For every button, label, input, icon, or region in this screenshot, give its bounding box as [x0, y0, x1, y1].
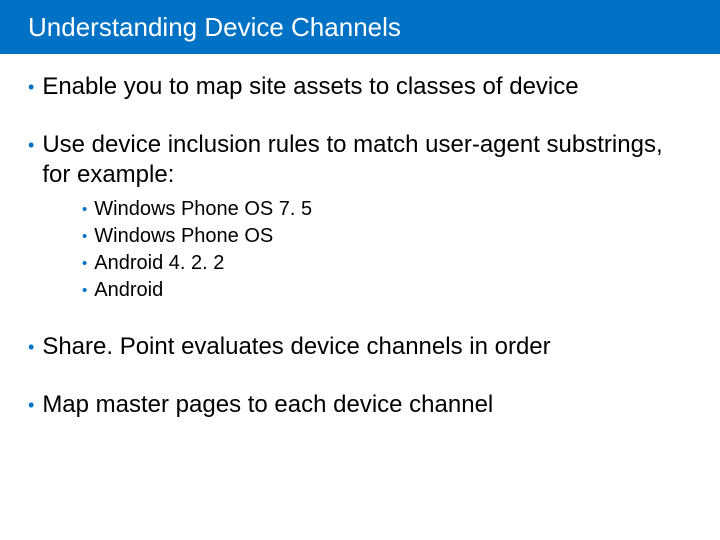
- slide-title: Understanding Device Channels: [28, 12, 401, 43]
- bullet-dot-icon: •: [28, 390, 34, 420]
- bullet-item: • Share. Point evaluates device channels…: [28, 332, 692, 362]
- bullet-item: • Use device inclusion rules to match us…: [28, 130, 692, 190]
- bullet-dot-icon: •: [82, 196, 87, 223]
- sub-bullet-item: • Android: [82, 277, 692, 304]
- sub-bullet-text: Windows Phone OS: [94, 223, 273, 250]
- bullet-dot-icon: •: [82, 223, 87, 250]
- sub-bullet-item: • Windows Phone OS: [82, 223, 692, 250]
- bullet-dot-icon: •: [28, 72, 34, 102]
- title-bar: Understanding Device Channels: [0, 0, 720, 54]
- sub-bullet-item: • Android 4. 2. 2: [82, 250, 692, 277]
- bullet-text: Use device inclusion rules to match user…: [42, 130, 692, 190]
- slide-content: • Enable you to map site assets to class…: [0, 54, 720, 420]
- sub-bullet-list: • Windows Phone OS 7. 5 • Windows Phone …: [28, 196, 692, 304]
- bullet-item: • Map master pages to each device channe…: [28, 390, 692, 420]
- bullet-dot-icon: •: [82, 250, 87, 277]
- sub-bullet-item: • Windows Phone OS 7. 5: [82, 196, 692, 223]
- sub-bullet-text: Android 4. 2. 2: [94, 250, 224, 277]
- bullet-text: Enable you to map site assets to classes…: [42, 72, 692, 102]
- bullet-item: • Enable you to map site assets to class…: [28, 72, 692, 102]
- bullet-dot-icon: •: [82, 277, 87, 304]
- bullet-dot-icon: •: [28, 130, 34, 160]
- sub-bullet-text: Windows Phone OS 7. 5: [94, 196, 312, 223]
- bullet-text: Map master pages to each device channel: [42, 390, 692, 420]
- bullet-dot-icon: •: [28, 332, 34, 362]
- sub-bullet-text: Android: [94, 277, 163, 304]
- bullet-text: Share. Point evaluates device channels i…: [42, 332, 692, 362]
